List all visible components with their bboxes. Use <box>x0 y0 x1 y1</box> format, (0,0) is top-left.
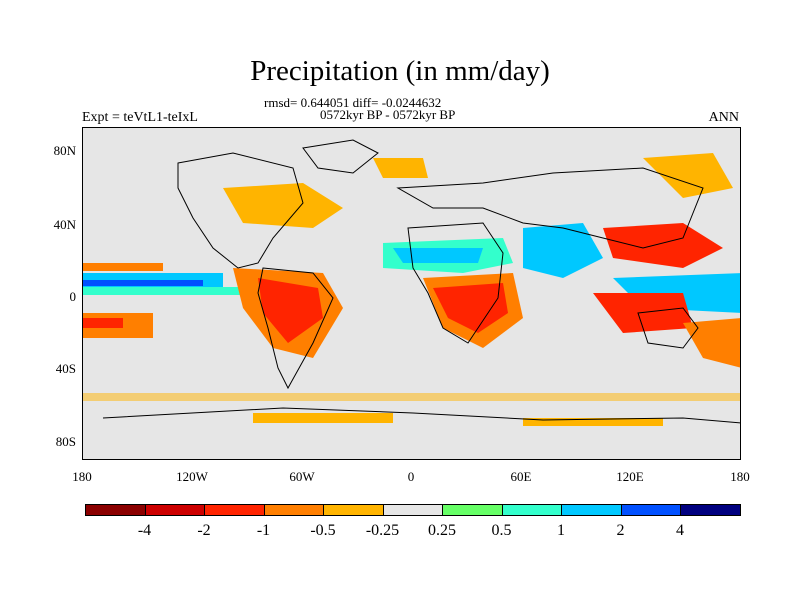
lat-label-80s: 80S <box>55 434 76 449</box>
colorbar-label: -2 <box>197 522 211 539</box>
lat-label-40s: 40S <box>55 361 76 376</box>
season-label: ANN <box>708 110 739 125</box>
lon-label-60w: 60W <box>289 469 315 484</box>
colorbar-box <box>680 504 741 516</box>
colorbar-box <box>442 504 503 516</box>
anomaly-patches <box>83 153 740 426</box>
precip-field <box>83 139 740 426</box>
lon-label-0: 0 <box>407 469 415 484</box>
colorbar-box <box>561 504 622 516</box>
lat-label-0: 0 <box>69 289 77 304</box>
lat-label-80n: 80N <box>53 143 76 158</box>
colorbar-label: 0.25 <box>428 522 456 539</box>
colorbar-box <box>620 504 681 516</box>
colorbar-box <box>144 504 205 516</box>
colorbar <box>85 504 741 516</box>
lon-label-120e: 120E <box>616 469 644 484</box>
lat-label-40n: 40N <box>53 217 76 232</box>
colorbar-box <box>204 504 265 516</box>
experiment-label: Expt = teVtL1-teIxL <box>82 110 198 125</box>
lon-label-60e: 60E <box>510 469 532 484</box>
lon-label-180w: 180 <box>72 469 92 484</box>
colorbar-box <box>85 504 146 516</box>
colorbar-box <box>501 504 562 516</box>
lon-label-120w: 120W <box>176 469 208 484</box>
colorbar-label: 1 <box>557 522 565 539</box>
map-panel <box>82 127 741 460</box>
stats-text: rmsd= 0.644051 diff= -0.0244632 <box>264 95 442 110</box>
colorbar-label: 2 <box>616 522 625 539</box>
colorbar-box <box>323 504 384 516</box>
colorbar-label: -0.5 <box>310 522 336 539</box>
coastlines <box>102 139 740 424</box>
colorbar-label: -4 <box>137 522 152 539</box>
colorbar-box <box>382 504 443 516</box>
period-text: 0572kyr BP - 0572kyr BP <box>320 107 456 122</box>
colorbar-label: -1 <box>256 522 271 539</box>
lon-label-180e: 180 <box>730 469 750 484</box>
colorbar-label: -0.25 <box>365 522 400 539</box>
colorbar-label: 4 <box>676 522 684 539</box>
map-title: Precipitation (in mm/day) <box>250 55 550 87</box>
colorbar-box <box>263 504 324 516</box>
colorbar-label: 0.5 <box>491 522 512 539</box>
